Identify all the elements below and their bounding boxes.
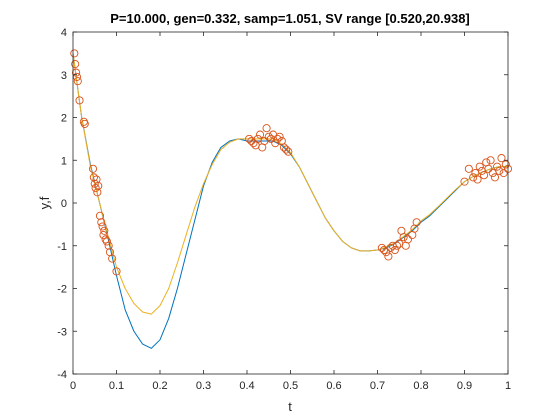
data-point	[493, 162, 502, 171]
data-point	[249, 139, 258, 148]
ticks-layer: 0 0.1 0.2 0.3 0.4 0.5 0.6 0.7 0.8 0.9 1 -4 -3 -2 -1 0 1 2…	[57, 27, 511, 392]
data-point	[93, 188, 102, 197]
y-tick-label: 0	[61, 198, 67, 210]
y-axis-label: y,f	[37, 196, 52, 209]
data-point	[480, 171, 489, 180]
data-point	[71, 60, 80, 69]
y-tick-label: -1	[57, 241, 67, 253]
data-point	[279, 143, 289, 152]
data-point	[486, 156, 495, 165]
data-point	[460, 177, 469, 186]
data-point	[469, 173, 478, 182]
data-point	[484, 164, 493, 173]
data-point	[282, 145, 291, 154]
series-layer	[70, 49, 513, 349]
data-point	[384, 252, 393, 261]
data-point	[255, 130, 265, 139]
y-tick-label: 2	[61, 113, 67, 125]
data-point	[98, 222, 107, 231]
data-point	[399, 233, 408, 242]
x-tick-label: 0.8	[413, 380, 428, 392]
data-point	[245, 134, 254, 143]
data-point	[499, 169, 508, 178]
data-point	[495, 166, 504, 175]
x-tick-label: 0.2	[152, 380, 167, 392]
data-point	[104, 241, 113, 250]
data-point	[490, 173, 500, 182]
data-point	[73, 77, 82, 86]
data-point	[70, 49, 79, 58]
data-point	[108, 254, 117, 263]
data-point	[112, 267, 121, 276]
x-tick-label: 0.7	[370, 380, 385, 392]
data-point	[102, 237, 111, 246]
data-point	[497, 154, 506, 163]
data-point	[262, 124, 271, 133]
data-point	[264, 132, 273, 141]
y-tick-label: -2	[57, 284, 67, 296]
axes-background	[73, 32, 508, 374]
data-point	[99, 231, 108, 240]
series-line-2	[72, 53, 508, 315]
data-point	[80, 119, 89, 128]
data-point	[475, 162, 484, 171]
y-tick-label: 1	[61, 155, 67, 167]
data-point	[284, 147, 293, 156]
y-tick-label: -4	[57, 369, 67, 381]
data-point	[382, 248, 391, 257]
data-point	[501, 160, 510, 169]
data-point	[473, 175, 482, 184]
x-tick-label: 0.9	[457, 380, 472, 392]
data-point	[94, 181, 103, 190]
data-point	[101, 235, 110, 244]
data-point	[72, 68, 81, 77]
data-point	[273, 134, 282, 143]
x-tick-label: 0.5	[283, 380, 298, 392]
x-tick-label: 0.3	[196, 380, 211, 392]
data-point	[377, 243, 386, 252]
data-point	[88, 164, 98, 173]
data-point	[390, 245, 399, 255]
data-point	[97, 218, 106, 227]
data-point	[89, 173, 98, 182]
x-axis-label: t	[288, 399, 292, 414]
data-point	[75, 96, 84, 105]
x-tick-label: 0.1	[109, 380, 124, 392]
data-point	[464, 164, 473, 173]
y-tick-label: 4	[61, 27, 67, 39]
plot-area	[70, 31, 513, 375]
data-point	[412, 218, 421, 227]
x-tick-label: 1	[505, 380, 511, 392]
x-tick-label: 0.6	[326, 380, 341, 392]
scatter-series	[70, 49, 513, 276]
series-line-1	[72, 53, 508, 349]
x-tick-label: 0	[70, 380, 76, 392]
data-point	[100, 226, 109, 235]
y-tick-label: 3	[61, 70, 67, 82]
y-tick-label: -3	[57, 326, 67, 338]
data-point	[403, 235, 413, 244]
data-point	[95, 211, 105, 220]
data-point	[275, 132, 284, 141]
data-point	[91, 183, 100, 193]
data-point	[266, 134, 275, 143]
chart-title: P=10.000, gen=0.332, samp=1.051, SV rang…	[110, 11, 470, 26]
x-tick-label: 0.4	[239, 380, 254, 392]
data-point	[393, 241, 402, 250]
